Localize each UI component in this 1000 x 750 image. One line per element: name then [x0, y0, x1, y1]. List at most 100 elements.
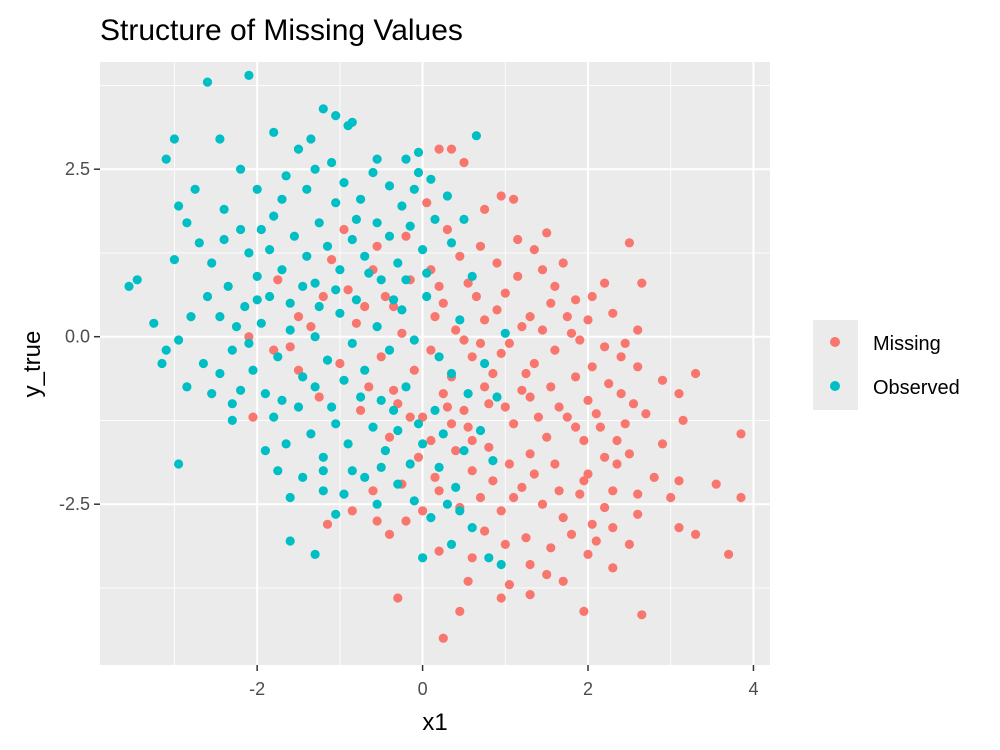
- data-point-missing: [426, 345, 436, 355]
- data-point-observed: [161, 154, 171, 164]
- data-point-missing: [480, 315, 490, 325]
- data-point-missing: [438, 389, 448, 399]
- data-point-missing: [736, 429, 746, 439]
- data-point-observed: [202, 77, 213, 87]
- data-point-observed: [202, 291, 213, 302]
- data-point-missing: [496, 191, 506, 201]
- data-point-missing: [389, 301, 399, 312]
- x-tick-label: 0: [418, 679, 428, 699]
- data-point-observed: [231, 322, 242, 332]
- data-point-missing: [351, 318, 361, 328]
- data-point-observed: [389, 295, 399, 305]
- data-point-observed: [174, 201, 184, 211]
- data-point-observed: [467, 523, 477, 533]
- data-point-missing: [546, 382, 556, 392]
- data-point-observed: [174, 335, 184, 345]
- data-point-observed: [364, 268, 374, 278]
- data-point-missing: [583, 549, 593, 560]
- data-point-missing: [480, 382, 490, 392]
- data-point-missing: [591, 536, 601, 546]
- data-point-observed: [446, 368, 457, 379]
- data-point-missing: [571, 295, 581, 305]
- data-point-missing: [691, 529, 701, 540]
- data-point-missing: [347, 506, 357, 516]
- data-point-observed: [182, 382, 192, 392]
- data-point-missing: [517, 322, 527, 332]
- data-point-missing: [604, 379, 614, 389]
- data-point-observed: [401, 382, 411, 392]
- data-point-observed: [331, 111, 341, 121]
- data-point-missing: [459, 335, 469, 345]
- data-point-observed: [418, 245, 428, 255]
- data-point-observed: [310, 278, 320, 288]
- data-point-missing: [434, 281, 444, 291]
- data-point-observed: [434, 352, 444, 362]
- data-point-observed: [285, 536, 295, 546]
- data-point-missing: [480, 526, 490, 536]
- data-point-observed: [256, 318, 266, 328]
- data-point-missing: [434, 144, 444, 154]
- data-point-observed: [269, 127, 279, 137]
- data-point-observed: [372, 218, 382, 228]
- data-point-observed: [186, 312, 196, 322]
- data-point-missing: [517, 385, 527, 395]
- data-point-missing: [356, 405, 366, 415]
- data-point-observed: [318, 466, 328, 476]
- data-point-missing: [674, 523, 684, 533]
- data-point-missing: [562, 412, 572, 422]
- data-point-observed: [219, 204, 229, 214]
- data-point-missing: [624, 449, 635, 459]
- data-point-observed: [347, 234, 357, 245]
- data-point-missing: [562, 312, 572, 322]
- major-gridlines: [100, 62, 770, 665]
- data-point-missing: [368, 486, 378, 496]
- data-point-observed: [451, 482, 461, 492]
- data-point-missing: [360, 301, 370, 312]
- data-point-observed: [215, 312, 225, 322]
- data-point-observed: [277, 194, 287, 204]
- data-point-observed: [260, 389, 270, 399]
- data-point-missing: [364, 382, 374, 392]
- data-point-missing: [566, 328, 577, 338]
- data-point-missing: [600, 452, 610, 462]
- data-point-observed: [455, 315, 465, 325]
- data-point-missing: [269, 345, 279, 355]
- data-point-missing: [542, 569, 552, 580]
- data-point-missing: [525, 590, 535, 600]
- chart-title: Structure of Missing Values: [100, 14, 463, 47]
- data-point-missing: [537, 499, 548, 509]
- data-point-missing: [293, 365, 304, 375]
- data-point-observed: [302, 251, 312, 261]
- data-point-observed: [252, 271, 262, 281]
- data-point-observed: [244, 70, 254, 80]
- data-point-observed: [413, 167, 424, 178]
- data-point-missing: [521, 368, 531, 379]
- data-point-missing: [418, 412, 428, 422]
- data-point-observed: [492, 392, 502, 402]
- x-tick-label: -2: [249, 679, 265, 699]
- data-point-missing: [475, 492, 486, 503]
- data-point-missing: [401, 231, 411, 241]
- data-point-observed: [384, 345, 395, 355]
- legend: Missing Observed: [813, 320, 960, 410]
- data-point-observed: [215, 134, 225, 144]
- data-point-observed: [446, 539, 457, 550]
- data-point-missing: [327, 255, 337, 265]
- data-point-observed: [455, 506, 465, 516]
- data-point-missing: [550, 345, 560, 355]
- data-point-observed: [310, 332, 320, 342]
- data-point-missing: [430, 472, 440, 482]
- data-point-observed: [459, 214, 469, 224]
- data-point-observed: [360, 472, 370, 482]
- data-point-observed: [244, 338, 254, 348]
- data-point-missing: [513, 234, 523, 245]
- data-point-missing: [633, 325, 643, 335]
- data-point-missing: [542, 228, 552, 238]
- data-point-missing: [579, 606, 589, 617]
- data-point-observed: [265, 291, 275, 302]
- data-point-observed: [368, 422, 378, 432]
- data-point-observed: [430, 214, 440, 224]
- data-point-observed: [422, 268, 432, 278]
- data-point-missing: [384, 529, 395, 540]
